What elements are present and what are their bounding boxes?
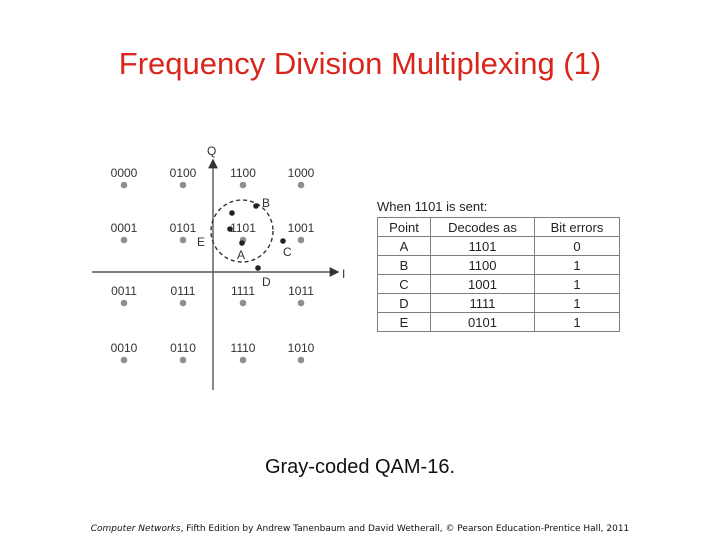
- constellation-dot-0001: [120, 236, 128, 244]
- constellation-code-1011: 1011: [288, 284, 314, 298]
- table-row: A 1101 0: [377, 236, 620, 256]
- constellation-dot-0111: [179, 299, 187, 307]
- bit-error-table: Point Decodes as Bit errors A 1101 0 B 1…: [377, 217, 620, 332]
- constellation-code-1010: 1010: [288, 341, 315, 355]
- table-row: C 1001 1: [377, 274, 620, 294]
- table-caption: When 1101 is sent:: [377, 199, 488, 214]
- constellation-code-0001: 0001: [111, 221, 138, 235]
- constellation-code-1001: 1001: [288, 221, 315, 235]
- header-point: Point: [377, 217, 431, 237]
- table-header-row: Point Decodes as Bit errors: [377, 217, 620, 237]
- constellation-dot-0101: [179, 236, 187, 244]
- header-bit-errors: Bit errors: [534, 217, 620, 237]
- constellation-dot-0110: [179, 356, 187, 364]
- point-e-dot: [227, 226, 233, 232]
- constellation-code-1110: 1110: [231, 341, 256, 355]
- point-b-dot: [253, 203, 259, 209]
- cell-decodes-as: 1100: [430, 255, 535, 275]
- constellation-dot-1100: [239, 181, 247, 189]
- cell-bit-errors: 1: [534, 293, 620, 313]
- extra-point-dot: [229, 210, 235, 216]
- constellation-dot-0100: [179, 181, 187, 189]
- constellation-code-0111: 0111: [171, 284, 196, 298]
- received-points: A B C D E: [197, 196, 292, 289]
- constellation-code-1000: 1000: [288, 166, 315, 180]
- table-row: D 1111 1: [377, 293, 620, 313]
- constellation-dot-1001: [297, 236, 305, 244]
- cell-bit-errors: 0: [534, 236, 620, 256]
- cell-point: C: [377, 274, 431, 294]
- cell-decodes-as: 1111: [430, 293, 535, 313]
- constellation-code-0010: 0010: [111, 341, 138, 355]
- constellation-code-0000: 0000: [111, 166, 138, 180]
- point-a-dot: [239, 240, 245, 246]
- point-c-label: C: [283, 245, 292, 259]
- point-e-label: E: [197, 235, 205, 249]
- cell-bit-errors: 1: [534, 312, 620, 332]
- constellation-dot-1010: [297, 356, 305, 364]
- figure-caption: Gray-coded QAM-16.: [264, 456, 456, 478]
- constellation-dot-1110: [239, 356, 247, 364]
- header-decodes-as: Decodes as: [430, 217, 535, 237]
- error-circle: [210, 199, 274, 263]
- point-d-label: D: [262, 275, 271, 289]
- footer-citation-rest: , Fifth Edition by Andrew Tanenbaum and …: [180, 524, 630, 534]
- point-c-dot: [280, 238, 286, 244]
- cell-decodes-as: 1101: [430, 236, 535, 256]
- cell-decodes-as: 0101: [430, 312, 535, 332]
- constellation-code-1100: 1100: [230, 166, 256, 180]
- cell-point: B: [377, 255, 431, 275]
- i-axis-label: I: [342, 267, 345, 281]
- cell-point: D: [377, 293, 431, 313]
- constellation-code-0011: 0011: [111, 284, 137, 298]
- slide-title: Frequency Division Multiplexing (1): [118, 46, 602, 81]
- footer-book-title: Computer Networks: [90, 524, 181, 534]
- constellation-dot-0010: [120, 356, 128, 364]
- cell-point: A: [377, 236, 431, 256]
- constellation-dot-0000: [120, 181, 128, 189]
- point-a-label: A: [237, 248, 245, 262]
- constellation-code-0101: 0101: [170, 221, 197, 235]
- constellation-dot-1111: [239, 299, 247, 307]
- constellation-code-0110: 0110: [170, 341, 196, 355]
- constellation-code-1111: 1111: [231, 284, 255, 298]
- constellation-points: 0000 0100 1100 1000 0001 0101 1101 1001 0011 0111…: [111, 166, 315, 364]
- constellation-dot-1000: [297, 181, 305, 189]
- table-row: B 1100 1: [377, 255, 620, 275]
- table-row: E 0101 1: [377, 312, 620, 332]
- cell-decodes-as: 1001: [430, 274, 535, 294]
- cell-bit-errors: 1: [534, 274, 620, 294]
- constellation-dot-0011: [120, 299, 128, 307]
- cell-bit-errors: 1: [534, 255, 620, 275]
- q-axis-label: Q: [207, 144, 216, 158]
- constellation-code-0100: 0100: [170, 166, 197, 180]
- constellation-dot-1011: [297, 299, 305, 307]
- constellation-code-1101: 1101: [230, 221, 256, 235]
- footer-citation: Computer Networks, Fifth Edition by Andr…: [0, 524, 720, 534]
- point-b-label: B: [262, 196, 270, 210]
- point-d-dot: [255, 265, 261, 271]
- cell-point: E: [377, 312, 431, 332]
